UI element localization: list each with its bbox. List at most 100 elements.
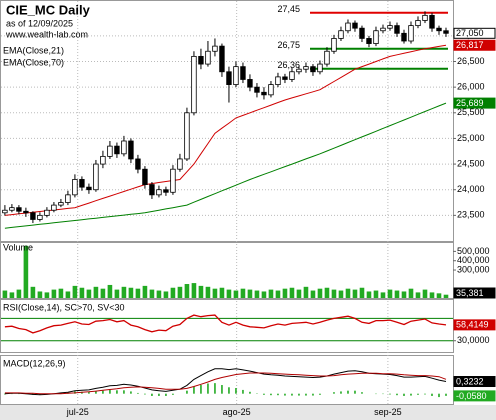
candle-body — [37, 214, 43, 220]
y-tick-label: 26,000 — [457, 82, 485, 92]
histogram-bar — [137, 392, 139, 394]
histogram-bar — [39, 393, 41, 395]
volume-bar — [163, 291, 169, 298]
volume-bar — [100, 288, 106, 298]
x-tick-label: ago-25 — [223, 407, 251, 417]
candle-body — [2, 209, 8, 214]
candle-body — [65, 194, 71, 203]
candle-body — [44, 209, 50, 216]
histogram-bar — [445, 393, 447, 396]
candle-body — [268, 84, 274, 96]
volume-bar — [373, 290, 379, 298]
volume-bar — [247, 289, 253, 298]
candle-body — [198, 55, 204, 65]
volume-bar — [303, 286, 309, 298]
histogram-bar — [130, 391, 132, 394]
y-tick-label: 300,000 — [457, 264, 490, 274]
volume-bar — [359, 287, 365, 298]
candle-body — [394, 25, 400, 34]
candle-body — [345, 22, 351, 32]
histogram-bar — [88, 391, 90, 394]
candle-body — [275, 76, 281, 85]
volume-bar — [331, 289, 337, 298]
candle-body — [310, 66, 316, 73]
volume-bar — [387, 289, 393, 298]
candle-body — [107, 145, 113, 157]
candle-body — [331, 38, 337, 52]
candle-body — [289, 71, 295, 80]
histogram-bar — [95, 391, 97, 394]
panel-title: RSI(Close,14), SC>70, SV<30 — [3, 302, 125, 312]
volume-bar — [44, 292, 50, 298]
volume-bar — [30, 286, 36, 298]
volume-bar — [233, 290, 239, 298]
candle-body — [387, 25, 393, 29]
histogram-bar — [200, 385, 202, 394]
candle-body — [226, 71, 232, 85]
candle-body — [212, 45, 218, 52]
histogram-bar — [291, 393, 293, 396]
volume-bar — [2, 290, 8, 298]
volume-bar — [114, 289, 120, 298]
volume-bar — [205, 286, 211, 298]
volume-bar — [16, 289, 22, 298]
volume-bar — [317, 288, 323, 298]
histogram-bar — [284, 393, 286, 396]
volume-bar — [366, 291, 372, 298]
candle-body — [142, 168, 148, 185]
histogram-bar — [438, 393, 440, 398]
candle-body — [359, 27, 365, 39]
volume-bar — [93, 286, 99, 298]
histogram-bar — [4, 393, 6, 395]
volume-bar — [380, 292, 386, 298]
candle-body — [177, 158, 183, 170]
candle-body — [184, 112, 190, 160]
y-tick-label: 400,000 — [457, 255, 490, 265]
candle-body — [191, 55, 197, 114]
candle-body — [233, 66, 239, 85]
legend-entry: EMA(Close,21) — [3, 45, 64, 55]
volume-bar — [401, 291, 407, 298]
histogram-bar — [249, 391, 251, 394]
histogram-bar — [144, 393, 146, 395]
candle-body — [79, 179, 85, 188]
candle-body — [254, 86, 260, 93]
candle-body — [436, 27, 442, 32]
volume-bar — [296, 289, 302, 298]
volume-bar — [149, 289, 155, 298]
candle-body — [380, 27, 386, 32]
histogram-bar — [109, 389, 111, 394]
histogram-bar — [102, 390, 104, 394]
candle-body — [366, 38, 372, 44]
volume-bar — [198, 285, 204, 298]
candle-body — [317, 63, 323, 73]
value-label-box — [453, 287, 496, 299]
histogram-bar — [151, 393, 153, 396]
histogram-bar — [186, 390, 188, 394]
volume-bar — [352, 289, 358, 298]
y-tick-label: 25,500 — [457, 107, 485, 117]
volume-bar — [135, 288, 141, 298]
volume-bar — [289, 287, 295, 298]
volume-bar — [324, 287, 330, 298]
candle-body — [51, 204, 57, 211]
value-label-box — [453, 319, 496, 331]
x-axis-strip — [0, 405, 496, 420]
volume-bar — [23, 245, 29, 298]
value-label-box — [453, 97, 496, 109]
candle-body — [415, 20, 421, 27]
volume-bar — [394, 290, 400, 298]
macd-line — [4, 372, 447, 395]
volume-bar — [177, 286, 183, 298]
histogram-bar — [431, 393, 433, 396]
histogram-bar — [123, 390, 125, 394]
volume-bar — [310, 290, 316, 298]
histogram-bar — [172, 393, 174, 395]
value-label-box — [453, 390, 496, 402]
volume-bar — [65, 291, 71, 298]
candle-body — [261, 91, 267, 96]
y-tick-label: 24,500 — [457, 158, 485, 168]
candle-body — [443, 30, 449, 34]
